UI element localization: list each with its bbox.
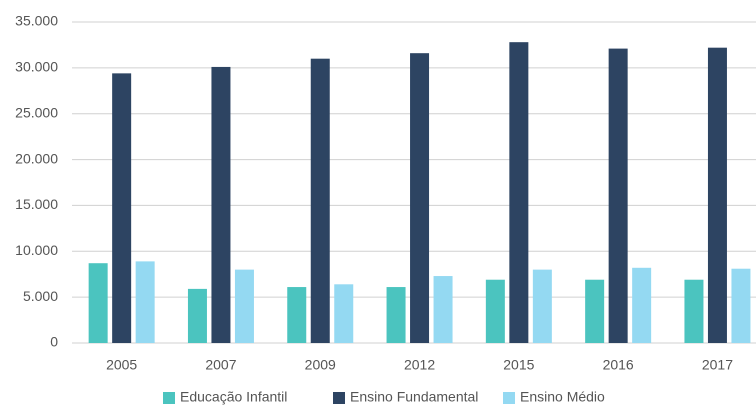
bar	[386, 287, 406, 343]
legend-label: Ensino Fundamental	[350, 389, 478, 405]
y-tick-label: 10.000	[15, 242, 58, 258]
bar	[509, 42, 529, 343]
legend-swatch	[333, 392, 345, 404]
bar	[287, 287, 307, 343]
legend-label: Educação Infantil	[180, 389, 287, 405]
legend-swatch	[503, 392, 515, 404]
bar	[707, 47, 727, 344]
bar	[585, 279, 605, 343]
bar	[485, 279, 505, 343]
bar	[234, 269, 254, 343]
x-tick-label: 2017	[702, 357, 733, 373]
y-tick-label: 5.000	[23, 288, 58, 304]
legend-swatch	[163, 392, 175, 404]
bar	[310, 58, 330, 343]
bar	[211, 66, 231, 343]
x-tick-label: 2005	[106, 357, 137, 373]
x-tick-label: 2015	[503, 357, 534, 373]
bar	[632, 267, 652, 343]
y-tick-label: 15.000	[15, 196, 58, 212]
bar	[410, 53, 430, 343]
y-tick-label: 0	[50, 334, 58, 350]
x-tick-label: 2009	[305, 357, 336, 373]
bar	[684, 279, 704, 343]
bar	[731, 268, 751, 343]
bar	[187, 288, 207, 343]
legend-label: Ensino Médio	[520, 389, 605, 405]
bar	[433, 276, 453, 343]
bar	[608, 48, 628, 344]
bar	[135, 261, 155, 343]
bar	[532, 269, 552, 343]
x-tick-label: 2007	[205, 357, 236, 373]
y-tick-label: 20.000	[15, 150, 58, 166]
x-tick-label: 2012	[404, 357, 435, 373]
y-tick-label: 30.000	[15, 59, 58, 75]
bar	[88, 263, 108, 343]
x-tick-label: 2016	[603, 357, 634, 373]
bar	[334, 284, 354, 343]
y-tick-label: 25.000	[15, 104, 58, 120]
bar	[112, 73, 132, 344]
y-tick-label: 35.000	[15, 13, 58, 29]
